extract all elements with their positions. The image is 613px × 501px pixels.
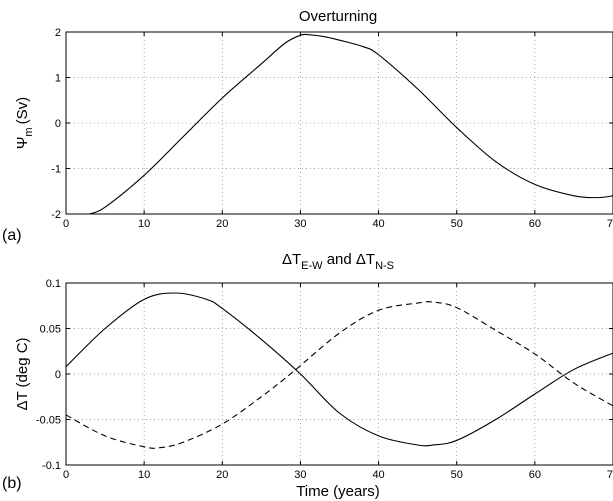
panel-a-ylabel-symbol: Ψ	[14, 137, 31, 150]
x-tick-label: 10	[138, 469, 150, 481]
series-line-solid	[89, 33, 613, 215]
panel-a-axes-frame	[65, 31, 613, 215]
x-tick-label: 60	[529, 218, 541, 230]
panel-b-title-sub2: N-S	[375, 260, 394, 272]
panel-a-title: Overturning	[299, 8, 377, 25]
x-tick-label: 20	[216, 218, 228, 230]
y-tick-label: 0.1	[46, 278, 61, 290]
series-line-solid	[65, 292, 613, 447]
panel-a-tag: (a)	[2, 227, 22, 244]
panel-b: ΔTE-W and ΔTN-S 0 10 20 30 40 50 60 70 -0.1 -0.05…	[2, 251, 613, 500]
x-tick-label: 30	[294, 469, 306, 481]
x-tick-label: 10	[138, 218, 150, 230]
panel-b-grid	[66, 283, 613, 465]
x-tick-label: 50	[451, 469, 463, 481]
panel-a-ylabel-subscript: m	[23, 127, 35, 136]
x-tick-label: 70	[607, 218, 613, 230]
panel-a-ticks: 0 10 20 30 40 50 60 70 -2 -1 0 1 2	[51, 27, 613, 230]
y-tick-label: -0.05	[36, 415, 61, 427]
y-tick-label: 0	[55, 369, 61, 381]
series-line-dashed	[65, 301, 613, 449]
panel-b-ticks: 0 10 20 30 40 50 60 70 -0.1 -0.05 0 0.05 0.1	[36, 278, 613, 481]
panel-b-title: ΔTE-W and ΔTN-S	[282, 251, 394, 272]
y-tick-label: 1	[55, 73, 61, 85]
x-tick-label: 60	[529, 469, 541, 481]
y-tick-label: -1	[51, 164, 61, 176]
y-tick-label: 0	[55, 118, 61, 130]
panel-b-title-part1: ΔT	[282, 251, 301, 268]
panel-a-grid	[66, 32, 613, 214]
panel-b-title-sub1: E-W	[301, 260, 323, 272]
y-tick-label: -2	[51, 209, 61, 221]
panel-a-series	[89, 33, 613, 215]
panel-b-series	[65, 292, 613, 449]
x-tick-label: 50	[451, 218, 463, 230]
y-tick-label: -0.1	[42, 460, 61, 472]
y-tick-label: 2	[55, 27, 61, 39]
x-tick-label: 20	[216, 469, 228, 481]
y-tick-label: 0.05	[40, 324, 61, 336]
x-tick-label: 40	[372, 469, 384, 481]
panel-b-xlabel: Time (years)	[296, 483, 380, 500]
x-tick-label: 30	[294, 218, 306, 230]
x-tick-label: 70	[607, 469, 613, 481]
panel-a-ylabel: Ψm (Sv)	[14, 97, 35, 149]
x-tick-label: 0	[63, 469, 69, 481]
x-tick-label: 40	[372, 218, 384, 230]
panel-b-ylabel: ΔT (deg C)	[14, 337, 31, 410]
panel-b-title-middle: and ΔT	[323, 251, 376, 268]
x-tick-label: 0	[63, 218, 69, 230]
panel-a-ylabel-unit: (Sv)	[14, 97, 31, 125]
panel-b-axes-frame	[65, 282, 613, 466]
panel-b-tag: (b)	[2, 475, 22, 492]
panel-a: Overturning 0 10 20 30 40 50 60 70 -2 -1 0 1 2 Ψm (Sv…	[2, 8, 613, 244]
